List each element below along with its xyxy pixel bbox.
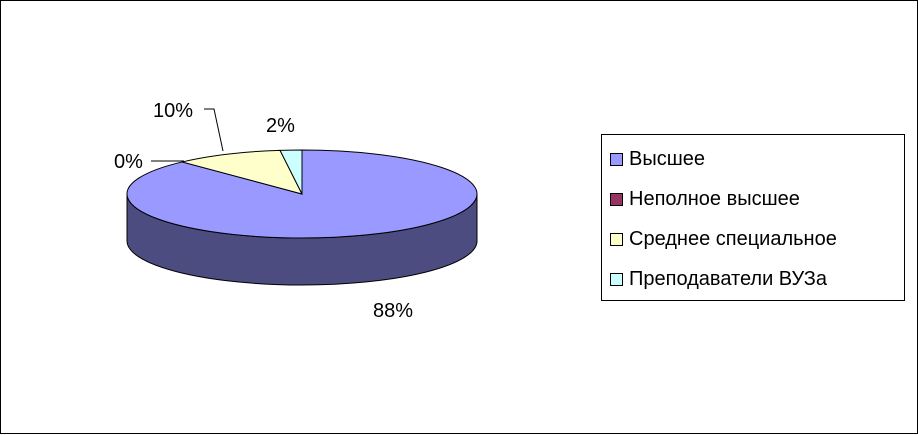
pie-slice-2 xyxy=(182,149,303,195)
data-label-0: 88% xyxy=(373,300,413,322)
legend-label-1: Неполное высшее xyxy=(629,187,800,210)
data-label-3: 2% xyxy=(266,115,295,137)
legend-label-0: Высшее xyxy=(629,147,706,170)
legend-item-2: Среднее специальное xyxy=(610,227,837,251)
legend-item-0: Высшее xyxy=(610,147,705,171)
legend-swatch-3 xyxy=(610,272,623,286)
legend-swatch-1 xyxy=(610,192,623,206)
legend-swatch-0 xyxy=(610,152,623,166)
legend-item-3: Преподаватели ВУЗа xyxy=(610,267,827,291)
legend: Высшее Неполное высшее Среднее специальн… xyxy=(601,134,905,301)
pie-slice-3 xyxy=(279,149,303,195)
data-label-2: 10% xyxy=(153,100,193,122)
legend-item-1: Неполное высшее xyxy=(610,187,800,211)
data-label-1: 0% xyxy=(114,151,143,173)
leader-line-2 xyxy=(204,108,224,152)
legend-label-3: Преподаватели ВУЗа xyxy=(629,267,827,290)
legend-swatch-2 xyxy=(610,232,623,246)
legend-label-2: Среднее специальное xyxy=(629,227,837,250)
